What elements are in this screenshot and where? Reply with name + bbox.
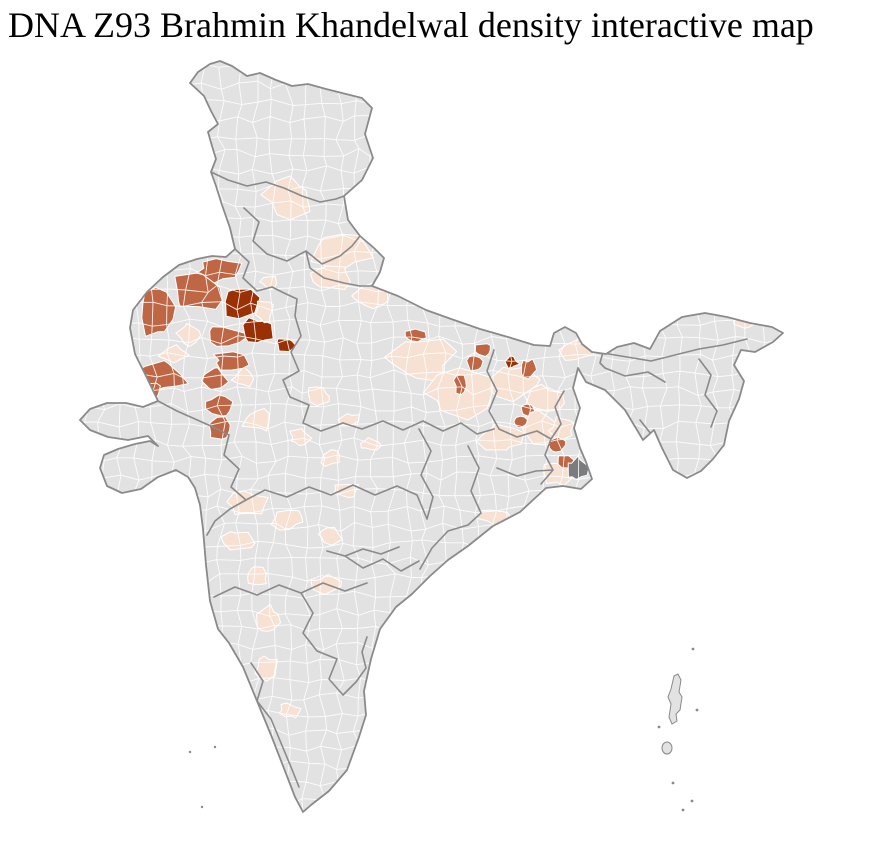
page-title: DNA Z93 Brahmin Khandelwal density inter… — [8, 5, 814, 45]
district-region-p-up-north[interactable] — [309, 265, 351, 290]
district-region-p-himachal[interactable] — [260, 175, 311, 221]
district-region-p-mp-3[interactable] — [289, 428, 313, 447]
india-landmass[interactable] — [80, 61, 783, 812]
district-region-m-nagaur[interactable] — [213, 351, 250, 371]
district-region-p-karnataka-1[interactable] — [247, 566, 267, 586]
district-region-h-jaipur-1[interactable] — [224, 288, 261, 320]
lakshadweep-islands — [188, 745, 217, 809]
district-region-p-rajasthan-3[interactable] — [230, 366, 255, 388]
district-region-m-up-east-2[interactable] — [466, 355, 484, 372]
district-region-p-vidarbha[interactable] — [333, 484, 359, 498]
district-region-p-karnataka-2[interactable] — [256, 603, 282, 632]
district-region-p-mp-1[interactable] — [307, 386, 330, 407]
national-border — [79, 60, 784, 813]
district-region-p-maharashtra-3[interactable] — [220, 531, 256, 551]
district-region-p-gangetic-5[interactable] — [475, 423, 525, 451]
andaman-nicobar-islands — [657, 647, 699, 812]
district-region-p-rajasthan-south[interactable] — [241, 408, 270, 432]
district-region-m-allahabad[interactable] — [453, 374, 467, 396]
district-region-p-rohilkhand[interactable] — [380, 267, 420, 294]
district-region-m-up-east-1[interactable] — [474, 343, 491, 358]
